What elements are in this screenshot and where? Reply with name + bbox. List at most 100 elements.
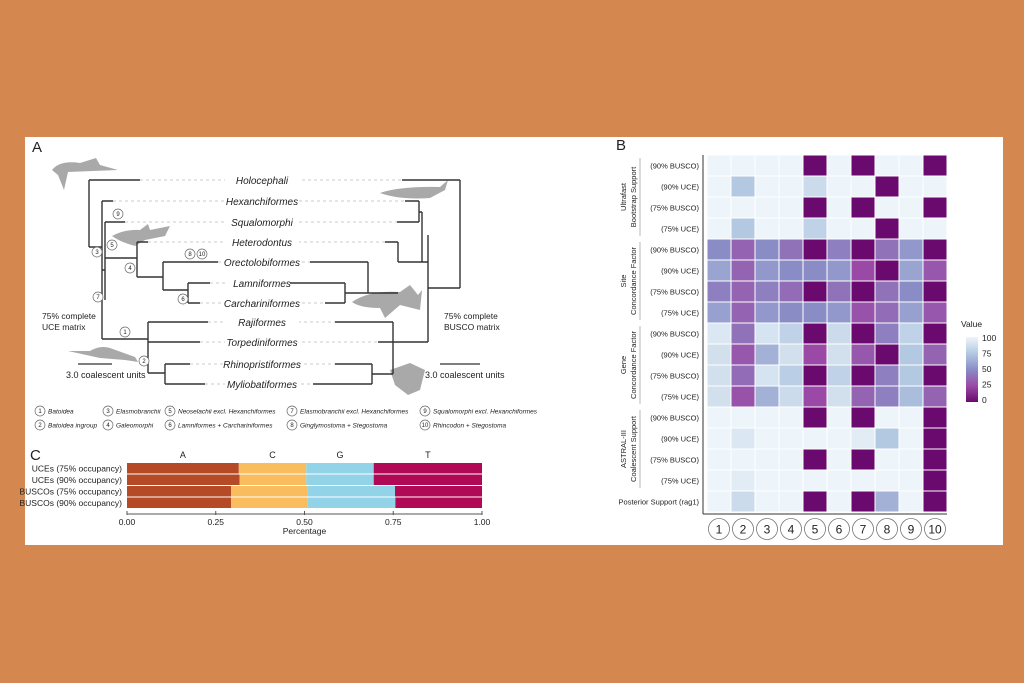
node-marker-3: 3 — [91, 246, 103, 258]
heatmap-group-label: Bootstrap Support — [629, 166, 638, 227]
node-marker-5: 5 — [106, 239, 118, 251]
heatmap-group-label: Gene — [619, 356, 628, 374]
node-markers: 1 2 3 4 5 6 7 8 9 10 — [91, 208, 208, 367]
heatmap-cell — [706, 322, 732, 345]
legend-node-marker — [286, 419, 298, 431]
heatmap-row-label: (90% BUSCO) — [650, 414, 699, 423]
heatmap-cell — [826, 196, 852, 219]
legend-node-number: 4 — [106, 423, 110, 429]
heatmap-row-label: (90% BUSCO) — [650, 330, 699, 339]
heatmap-cell — [898, 238, 924, 261]
heatmap-cell — [850, 406, 876, 429]
heatmap-cell — [730, 238, 756, 261]
taxon-label: Squalomorphi — [231, 218, 293, 229]
heatmap-cell — [778, 490, 804, 513]
heatmap-cell — [754, 469, 780, 492]
heatmap-cell — [922, 448, 948, 471]
legend-label: Neoselachii excl. Hexanchiformes — [178, 409, 276, 416]
legend-item: 2 Batoidea ingroup — [34, 419, 98, 431]
heatmap-cell — [754, 448, 780, 471]
heatmap-cell — [850, 490, 876, 513]
taxon-label: Hexanchiformes — [226, 197, 298, 208]
heatmap-column-label: 5 — [812, 523, 819, 537]
heatmap-column-label: 8 — [884, 523, 891, 537]
heatmap-cell — [898, 364, 924, 387]
heatmap-cell — [778, 406, 804, 429]
heatmap-cell — [778, 448, 804, 471]
heatmap-cell — [922, 259, 948, 282]
heatmap-cell — [730, 427, 756, 450]
scale-label-left: 3.0 coalescent units — [66, 370, 146, 380]
busco-matrix-label: BUSCO matrix — [444, 322, 500, 332]
heatmap-cell — [706, 343, 732, 366]
heatmap-cell — [874, 154, 900, 177]
x-tick-label: 0.75 — [385, 517, 402, 527]
heatmap-row-label: Posterior Support (rag1) — [619, 498, 700, 507]
heatmap-cell — [898, 217, 924, 240]
taxon-label: Torpediniformes — [226, 338, 297, 349]
bar-segment-C — [238, 463, 307, 474]
heatmap-cell — [850, 364, 876, 387]
bar-segment-A — [127, 497, 232, 508]
heatmap-cell — [922, 406, 948, 429]
bar-segment-T — [395, 497, 482, 508]
heatmap-cell — [778, 196, 804, 219]
uce-matrix-label: 75% complete — [42, 311, 96, 321]
heatmap-cell — [778, 301, 804, 324]
heatmap-column-marker — [756, 518, 778, 540]
heatmap-cell — [898, 490, 924, 513]
heatmap-cell — [874, 490, 900, 513]
legend-label: Squalomorphi excl. Hexanchiformes — [433, 409, 538, 416]
taxon-label: Carchariniformes — [224, 299, 300, 310]
heatmap-row-label: (90% BUSCO) — [650, 246, 699, 255]
heatmap-cell — [706, 427, 732, 450]
legend-item: 1 Batoidea — [34, 405, 74, 417]
heatmap-column-marker — [708, 518, 730, 540]
heatmap-cell — [730, 259, 756, 282]
heatmap-row-label: (90% BUSCO) — [650, 162, 699, 171]
heatmap-column-label: 3 — [764, 523, 771, 537]
taxon-label: Rhinopristiformes — [223, 360, 301, 371]
heatmap-cell — [874, 385, 900, 408]
bar-segment-T — [395, 486, 482, 497]
heatmap-cell — [802, 427, 828, 450]
heatmap-row-label: (75% BUSCO) — [650, 372, 699, 381]
taxon-label: Heterodontus — [232, 238, 292, 249]
heatmap-cell — [706, 217, 732, 240]
heatmap-cell — [850, 448, 876, 471]
heatmap-cell — [778, 469, 804, 492]
heatmap-cell — [778, 343, 804, 366]
heatmap-cell — [898, 322, 924, 345]
svg-text:3: 3 — [95, 250, 99, 256]
heatmap-cell — [898, 280, 924, 303]
heatmap-cell — [706, 154, 732, 177]
svg-text:7: 7 — [96, 295, 100, 301]
heatmap-column-marker — [828, 518, 850, 540]
heatmap-cell — [802, 490, 828, 513]
node-marker-2: 2 — [138, 355, 150, 367]
legend-item: 8 Ginglymostoma + Stegostoma — [286, 419, 388, 431]
heatmap-cell — [898, 154, 924, 177]
heatmap-cell — [898, 175, 924, 198]
legend-item: 9 Squalomorphi excl. Hexanchiformes — [419, 405, 538, 417]
legend-node-marker — [34, 405, 46, 417]
panel-label-c: C — [30, 447, 41, 464]
bar-segment-A — [127, 474, 240, 485]
heatmap-cell — [826, 238, 852, 261]
panel-label-a: A — [32, 139, 42, 156]
legend-label: Elasmobranchii excl. Hexanchiformes — [300, 409, 409, 416]
heatmap-cell — [898, 301, 924, 324]
heatmap-row-label: (90% UCE) — [661, 183, 699, 192]
heatmap-cell — [826, 469, 852, 492]
heatmap-cell — [802, 196, 828, 219]
series-label: G — [336, 450, 343, 460]
heatmap-cell — [802, 217, 828, 240]
legend-node-number: 3 — [106, 409, 110, 415]
legend-node-marker — [286, 405, 298, 417]
heatmap-cell — [898, 343, 924, 366]
heatmap-cell — [730, 154, 756, 177]
heatmap-cell — [754, 301, 780, 324]
series-label: C — [269, 450, 276, 460]
heatmap-cell — [754, 427, 780, 450]
